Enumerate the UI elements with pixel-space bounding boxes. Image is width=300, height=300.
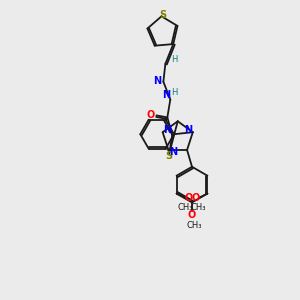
Text: CH₃: CH₃ — [190, 203, 206, 212]
Text: O: O — [146, 110, 154, 120]
Text: H: H — [171, 88, 178, 97]
Text: S: S — [165, 151, 172, 161]
Text: O: O — [188, 210, 196, 220]
Text: N: N — [153, 76, 161, 86]
Text: S: S — [159, 10, 166, 20]
Text: N: N — [184, 125, 192, 135]
Text: N: N — [169, 147, 177, 157]
Text: O: O — [191, 193, 200, 202]
Text: CH₃: CH₃ — [178, 203, 194, 212]
Text: N: N — [164, 125, 172, 135]
Text: O: O — [184, 193, 193, 202]
Text: H: H — [171, 56, 178, 64]
Text: N: N — [162, 90, 170, 100]
Text: CH₃: CH₃ — [186, 221, 202, 230]
